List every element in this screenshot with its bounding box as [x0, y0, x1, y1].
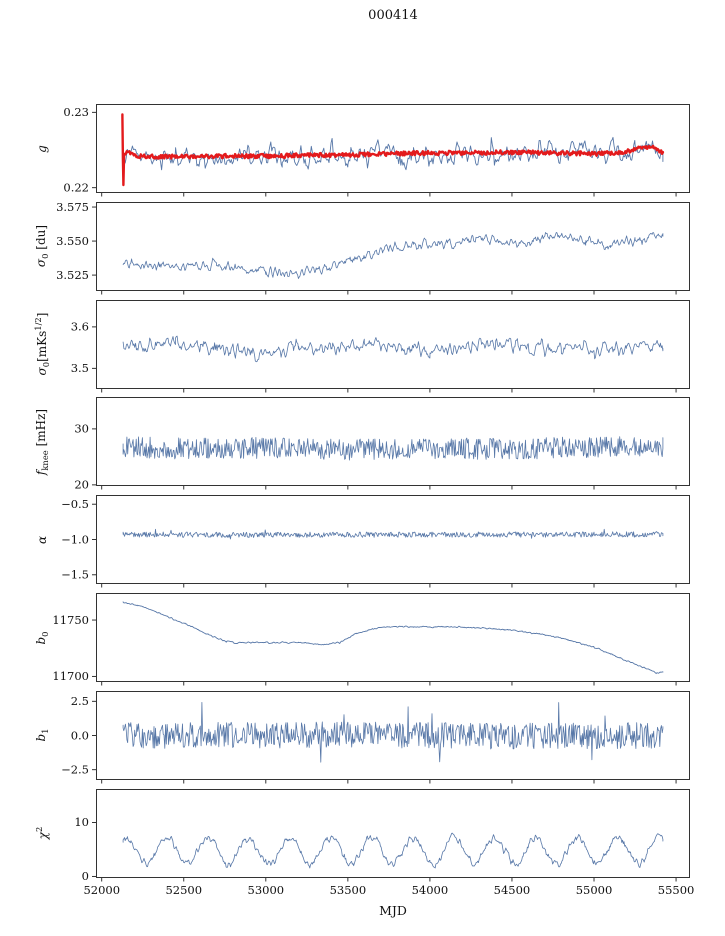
- x-tick-label: 52500: [165, 883, 202, 897]
- x-tick-label: 54500: [494, 883, 531, 897]
- y-axis-label-sigma0-mks: σ0[mKs1/2]: [33, 313, 51, 376]
- y-axis-label-part: [du]: [34, 225, 49, 254]
- panel-b1: −2.5 0.0 2.5: [61, 690, 690, 784]
- panel-sigma0-mks: 3.5 3.6: [71, 299, 690, 393]
- axes-frame: [96, 201, 690, 291]
- plot-area-chi2: 0 10 52000 52500 53000 53500 54000 54500 55000 55…: [74, 788, 694, 897]
- fknee-line: [122, 436, 664, 461]
- panel-alpha: −1.5 −1.0 −0.5: [61, 495, 690, 588]
- y-tick-label: 30: [74, 422, 89, 436]
- b1-line: [122, 701, 664, 763]
- y-tick-label: 0: [82, 869, 89, 883]
- sigma0-mks-line: [122, 335, 664, 362]
- y-axis-label-part: 2: [34, 826, 45, 833]
- y-axis-label-alpha: α: [35, 536, 49, 544]
- y-axis-label-part: χ: [35, 832, 50, 840]
- y-tick-label: −0.5: [61, 497, 89, 511]
- y-axis-label-part: ]: [34, 312, 49, 318]
- x-tick-label: 55000: [576, 883, 613, 897]
- y-tick-label: 3.5: [71, 361, 89, 375]
- y-axis-label-part: α: [35, 535, 49, 544]
- y-tick-label: 10: [74, 815, 89, 829]
- y-axis-label-part: 1/2: [33, 317, 44, 331]
- axes-frame: [96, 593, 690, 682]
- y-tick-label: 3.575: [56, 200, 89, 214]
- panel-g: 0.22 0.23: [63, 104, 690, 197]
- y-tick-label: 11750: [52, 613, 89, 627]
- axes-frame: [96, 397, 690, 487]
- y-tick-label: −1.0: [61, 532, 89, 546]
- y-axis-label-fknee: fknee [mHz]: [34, 409, 50, 475]
- y-tick-label: 0.0: [71, 728, 89, 742]
- y-axis-label-part: f: [34, 470, 49, 475]
- y-axis-label-chi2: χ2: [34, 827, 50, 840]
- g-blue: [122, 136, 664, 171]
- x-tick-label: 52000: [83, 883, 120, 897]
- y-axis-label-part: [mHz]: [34, 408, 49, 451]
- chi2-line: [122, 832, 664, 868]
- plot-area-alpha: −1.5 −1.0 −0.5: [61, 495, 690, 588]
- y-tick-label: 0.23: [63, 105, 89, 119]
- y-tick-label: −2.5: [61, 762, 89, 776]
- y-axis-label-sigma0-du: σ0 [du]: [34, 225, 50, 267]
- y-axis-label-part: 0: [39, 630, 50, 637]
- y-tick-label: 3.525: [56, 268, 89, 282]
- panel-fknee: 20 30: [74, 397, 690, 492]
- y-axis-label-part: b: [34, 636, 49, 645]
- y-axis-label-part: b: [34, 734, 49, 742]
- y-axis-label-part: [mKs: [34, 330, 49, 362]
- y-axis-label-part: σ: [34, 367, 49, 376]
- x-axis-label: MJD: [379, 903, 407, 918]
- y-tick-label: 20: [74, 478, 89, 492]
- y-axis-label-part: 0: [40, 362, 51, 368]
- plot-area-b1: −2.5 0.0 2.5: [61, 690, 690, 784]
- plot-area-sigma0-mks: 3.5 3.6: [71, 299, 690, 393]
- x-tick-label: 54000: [412, 883, 449, 897]
- axes-frame: [96, 104, 690, 193]
- axes-frame: [96, 788, 690, 878]
- y-axis-label-part: 0: [39, 253, 50, 260]
- axes-frame: [96, 299, 690, 389]
- panel-sigma0-du: 3.525 3.550 3.575: [56, 200, 690, 295]
- y-tick-label: −1.5: [61, 568, 89, 582]
- plot-area-b0: 11700 11750: [52, 593, 690, 686]
- g-red: [121, 113, 665, 187]
- x-tick-label: 53500: [330, 883, 367, 897]
- alpha-line: [122, 529, 664, 540]
- plot-area-g: 0.22 0.23: [63, 104, 690, 197]
- y-axis-label-b1: b1: [34, 729, 50, 742]
- y-axis-label-g: g: [35, 145, 49, 153]
- y-tick-label: 2.5: [71, 694, 89, 708]
- x-tick-label: 55500: [658, 883, 695, 897]
- sigma0-du-line: [122, 231, 664, 279]
- y-axis-label-part: g: [35, 144, 49, 153]
- b0-line: [122, 601, 664, 675]
- y-axis-label-b0: b0: [34, 631, 50, 644]
- y-tick-label: 3.6: [71, 319, 89, 333]
- plot-area-sigma0-du: 3.525 3.550 3.575: [56, 200, 690, 295]
- x-tick-label: 53000: [248, 883, 285, 897]
- y-axis-label-part: knee: [39, 450, 50, 471]
- axes-frame: [96, 495, 690, 585]
- axes-frame: [96, 690, 690, 780]
- y-tick-label: 3.550: [56, 234, 89, 248]
- y-tick-label: 11700: [52, 669, 89, 683]
- figure-title: 000414: [368, 8, 418, 23]
- panel-chi2: 0 10 52000 52500 53000 53500 54000 54500 55000 55…: [74, 788, 694, 897]
- y-axis-label-part: σ: [34, 259, 49, 268]
- y-axis-label-part: 1: [39, 728, 50, 735]
- y-tick-label: 0.22: [63, 181, 89, 195]
- panel-b0: 11700 11750: [52, 593, 690, 686]
